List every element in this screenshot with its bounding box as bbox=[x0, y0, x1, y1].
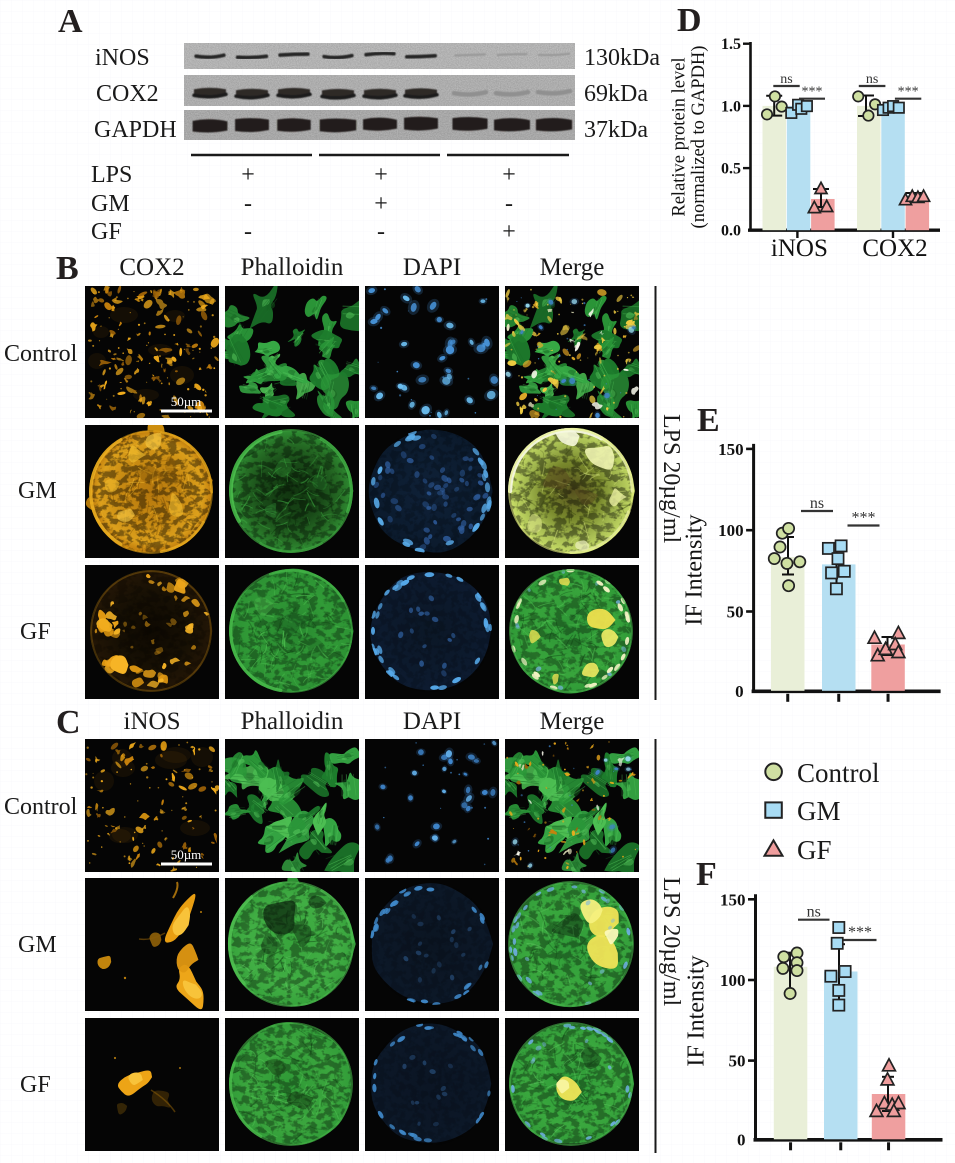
svg-text:50: 50 bbox=[727, 603, 744, 622]
svg-text:ns: ns bbox=[807, 904, 821, 921]
svg-text:150: 150 bbox=[720, 890, 746, 909]
svg-text:IF Intensity: IF Intensity bbox=[682, 514, 708, 625]
svg-text:50: 50 bbox=[729, 1052, 746, 1071]
svg-text:IF Intensity: IF Intensity bbox=[684, 955, 710, 1066]
svg-text:0.0: 0.0 bbox=[721, 223, 741, 240]
svg-text:0: 0 bbox=[735, 682, 744, 701]
svg-text:1.0: 1.0 bbox=[721, 98, 741, 115]
svg-text:ns: ns bbox=[780, 72, 792, 87]
svg-text:150: 150 bbox=[718, 440, 744, 459]
svg-text:***: *** bbox=[898, 85, 919, 100]
svg-text:50µm: 50µm bbox=[171, 847, 202, 862]
svg-text:***: *** bbox=[802, 85, 823, 100]
svg-text:1.5: 1.5 bbox=[721, 36, 741, 53]
svg-text:COX2: COX2 bbox=[862, 235, 927, 262]
svg-text:50µm: 50µm bbox=[171, 394, 202, 409]
svg-text:0: 0 bbox=[737, 1130, 746, 1149]
svg-text:***: *** bbox=[848, 924, 872, 941]
svg-text:ns: ns bbox=[866, 72, 878, 87]
svg-text:iNOS: iNOS bbox=[771, 235, 828, 262]
svg-text:100: 100 bbox=[718, 521, 744, 540]
svg-text:***: *** bbox=[852, 510, 876, 527]
svg-text:(normalized to GAPDH): (normalized to GAPDH) bbox=[689, 46, 709, 229]
svg-text:Relative protein level: Relative protein level bbox=[670, 57, 690, 216]
svg-text:0.5: 0.5 bbox=[721, 161, 741, 178]
svg-text:ns: ns bbox=[810, 495, 824, 512]
svg-text:100: 100 bbox=[720, 971, 746, 990]
